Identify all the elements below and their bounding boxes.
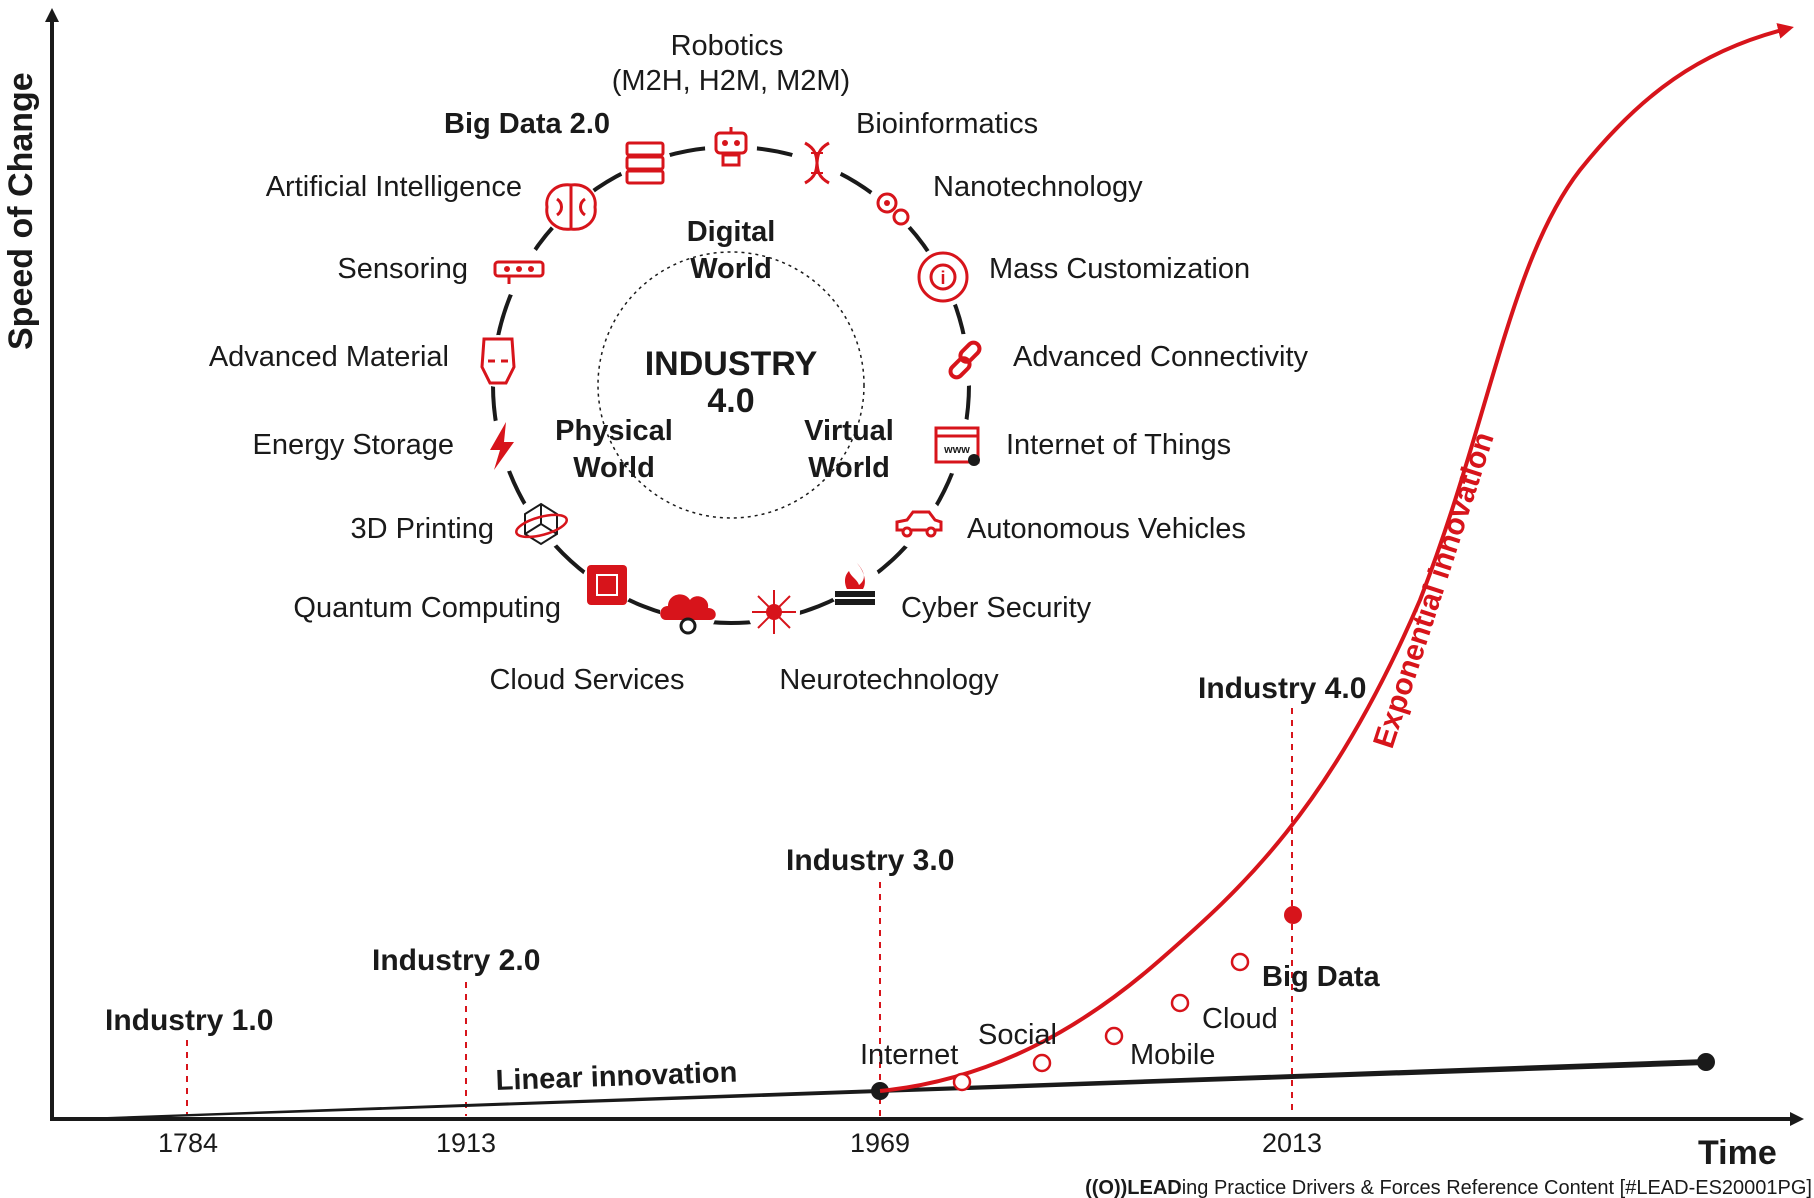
link-chain-icon [939, 334, 991, 386]
label-bioinformatics: Bioinformatics [856, 108, 1038, 140]
cloud-gear-icon [660, 584, 716, 640]
svg-text:www: www [943, 444, 970, 456]
brain-icon [543, 179, 599, 235]
linear-end-dot [1697, 1053, 1715, 1071]
label-advanced-connectivity: Advanced Connectivity [1013, 341, 1308, 373]
milestone-internet-label: Internet [860, 1039, 958, 1071]
inner-dotted-ring [597, 251, 865, 519]
milestone-bigdata-label: Big Data [1262, 961, 1381, 993]
label-nanotech: Nanotechnology [933, 171, 1143, 203]
milestone-social-label: Social [978, 1019, 1057, 1051]
browser-www-icon: www [930, 418, 986, 474]
label-robotics-1: Robotics [671, 30, 784, 62]
tick-1969: 1969 [850, 1128, 910, 1158]
footer-credit: ((O))LEADing Practice Drivers & Forces R… [1085, 1177, 1812, 1198]
label-advanced-material: Advanced Material [209, 341, 449, 373]
footer-logo: ((O))LEAD [1085, 1177, 1182, 1198]
milestone-mobile-dot [1104, 1026, 1124, 1046]
tick-1784: 1784 [158, 1128, 218, 1158]
virtual-world-line1: Virtual [804, 415, 894, 447]
milestone-mobile-label: Mobile [1130, 1039, 1215, 1071]
neuron-icon [748, 586, 800, 638]
tick-2013: 2013 [1262, 1128, 1322, 1158]
linear-innovation-label: Linear innovation [495, 1057, 738, 1097]
industry-4-dot [1284, 906, 1302, 924]
footer-text: ing Practice Drivers & Forces Reference … [1182, 1177, 1812, 1198]
label-sensoring: Sensoring [337, 253, 468, 285]
cube-icon [515, 498, 568, 550]
svg-text:i: i [940, 268, 945, 288]
y-axis-label: Speed of Change [2, 72, 40, 350]
digital-world-line2: World [690, 253, 772, 285]
label-neurotechnology: Neurotechnology [779, 664, 999, 696]
lifebuoy-info-icon: i [913, 247, 973, 307]
gears-icon [867, 181, 919, 233]
center-title-line1: INDUSTRY [645, 345, 818, 383]
milestone-cloud-label: Cloud [1202, 1003, 1278, 1035]
tick-1913: 1913 [436, 1128, 496, 1158]
label-mass-customization: Mass Customization [989, 253, 1250, 285]
milestone-bigdata-dot [1230, 952, 1250, 972]
robot-icon [705, 121, 757, 173]
center-title-line2: 4.0 [707, 382, 754, 420]
physical-world-line2: World [573, 452, 655, 484]
label-cyber-security: Cyber Security [901, 592, 1092, 624]
digital-world-line1: Digital [687, 216, 776, 248]
industry-2-label: Industry 2.0 [372, 944, 540, 977]
exponential-innovation-curve [879, 23, 1794, 1093]
milestone-internet-dot [952, 1072, 972, 1092]
label-3d-printing: 3D Printing [351, 513, 494, 545]
firewall-icon [829, 559, 881, 611]
label-iot: Internet of Things [1006, 429, 1231, 461]
label-autonomous-vehicles: Autonomous Vehicles [967, 513, 1246, 545]
dna-icon [791, 137, 843, 189]
industry-3-label: Industry 3.0 [786, 844, 954, 877]
industry-4-label: Industry 4.0 [1198, 672, 1366, 705]
milestone-social-dot [1032, 1053, 1052, 1073]
exponential-innovation-label: Exponential innovation [1367, 428, 1500, 752]
label-quantum-computing: Quantum Computing [293, 592, 561, 624]
virtual-world-line2: World [808, 452, 890, 484]
car-icon [893, 498, 945, 550]
industry-1-label: Industry 1.0 [105, 1004, 273, 1037]
label-cloud-services: Cloud Services [489, 664, 684, 696]
label-robotics-2: (M2H, H2M, M2M) [612, 65, 850, 97]
lightning-icon [476, 420, 528, 472]
physical-world-line1: Physical [555, 415, 673, 447]
server-stack-icon [619, 137, 671, 189]
sensor-icon [493, 244, 545, 296]
helmet-icon [472, 335, 524, 387]
label-ai: Artificial Intelligence [266, 171, 522, 203]
milestone-cloud-dot [1170, 993, 1190, 1013]
chip-icon [581, 559, 633, 611]
x-axis-label: Time [1698, 1134, 1777, 1172]
label-big-data-2: Big Data 2.0 [444, 108, 610, 140]
label-energy-storage: Energy Storage [252, 429, 454, 461]
